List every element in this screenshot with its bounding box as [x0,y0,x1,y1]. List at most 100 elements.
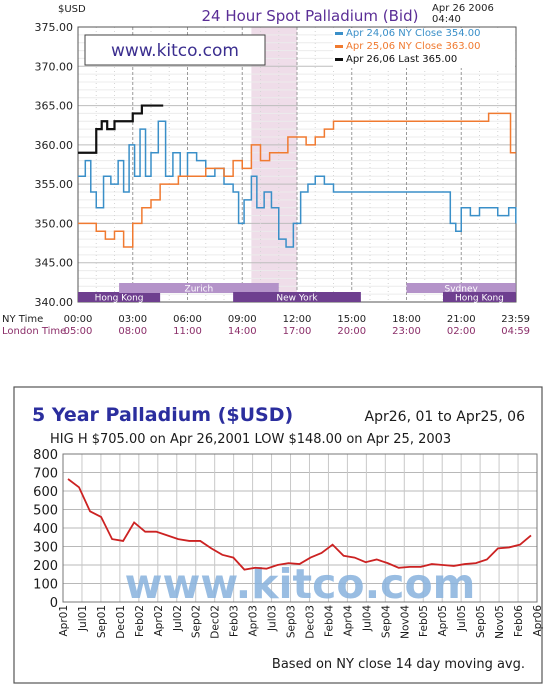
session-label: Hong Kong [455,294,504,304]
y-tick-label: 350.00 [35,217,74,230]
x-tick-label: Jul01 [77,605,89,632]
x-tick-label: Nov05 [494,605,506,639]
x-tick-london: 05:00 [64,326,93,337]
x-tick-label: Apr03 [248,605,260,637]
spot-palladium-24h-chart: 375.00 370.00 365.00 360.00 355.00 350.00 345.… [2,3,530,337]
plot-frame [62,453,538,603]
palladium-5-year-chart: 5 Year Palladium ($USD) Apr26, 01 to Apr2… [13,386,543,684]
legend-swatch [335,32,343,35]
legend-swatch [335,58,343,61]
x-tick-london: 14:00 [228,326,257,337]
x-tick-label: Jul02 [172,605,184,632]
x-tick-label: Apr05 [437,605,449,637]
x-tick-ny: 06:00 [173,314,202,325]
session-label: Sydney [444,285,478,295]
x-tick-label: Feb04 [323,605,335,637]
x-tick-label: Dec01 [115,605,127,639]
y-tick-label: 500 [33,504,58,519]
x-tick-label: Sep01 [96,605,108,638]
x-tick-ny: 15:00 [337,314,366,325]
y-unit-label: $USD [58,4,86,15]
y-tick-label: 200 [33,559,58,574]
x-tick-label: Feb06 [513,605,525,637]
x-tick-label: Apr04 [342,605,354,637]
session-highlight-band [251,27,297,302]
session-bar [443,292,516,302]
series-line-2 [78,112,516,248]
watermark-box [84,34,266,66]
x-tick-label: Sep05 [475,605,487,638]
x-tick-ny: 12:00 [283,314,312,325]
legend: Apr 24,06 NY Close 354.00 Apr 25,06 NY Cl… [333,28,515,68]
y-tick-label: 360.00 [35,139,74,152]
chart-frame [13,386,543,684]
x-tick-label: Jul04 [361,605,373,632]
legend-background [333,28,515,68]
x-tick-label: Jul03 [267,605,279,632]
x-tick-label: Jul05 [456,605,468,632]
chart-time: 04:40 [432,14,461,25]
x-tick-label: Feb03 [229,605,241,637]
legend-entry: Apr 26,06 Last 365.00 [346,54,457,65]
x-tick-london: 11:00 [173,326,202,337]
legend-entry: Apr 24,06 NY Close 354.00 [346,28,480,39]
x-tick-label: Dec02 [210,605,222,639]
x-tick-ny: 09:00 [228,314,257,325]
session-bar [406,283,516,293]
legend-swatch [335,45,343,48]
x-tick-label: Feb02 [134,605,146,637]
x-tick-ny: 23:59 [501,314,530,325]
x-tick-label: Sep02 [191,605,203,638]
london-time-label: London Time [2,326,66,337]
watermark-text: www.kitco.com [111,41,239,61]
session-label: New York [276,294,318,304]
x-tick-label: Feb05 [418,605,430,637]
x-tick-london: 23:00 [392,326,421,337]
y-tick-label: 0 [50,596,58,611]
x-tick-ny: 18:00 [392,314,421,325]
y-tick-label: 355.00 [35,178,74,191]
chart-high-low: HIG H $705.00 on Apr 26,2001 LOW $148.00… [50,432,451,447]
x-tick-label: Apr06 [532,605,543,637]
x-tick-london: 02:00 [447,326,476,337]
y-tick-label: 700 [33,467,58,482]
legend-entry: Apr 25,06 NY Close 363.00 [346,41,480,52]
x-tick-london: 04:59 [501,326,530,337]
ny-time-label: NY Time [2,314,43,325]
session-label: Hong Kong [95,294,144,304]
x-tick-label: Sep03 [286,605,298,638]
grid [62,453,538,603]
chart-footnote: Based on NY close 14 day moving avg. [272,657,525,672]
x-tick-ny: 00:00 [64,314,93,325]
x-tick-london: 17:00 [283,326,312,337]
chart-title: 5 Year Palladium ($USD) [32,404,293,426]
y-tick-label: 600 [33,485,58,500]
x-tick-label: Apr02 [153,605,165,637]
session-bar [119,283,279,293]
y-tick-label: 100 [33,578,58,593]
x-tick-ny: 21:00 [447,314,476,325]
series-line-1 [78,120,517,248]
chart-date: Apr 26 2006 [432,3,494,14]
price-line [67,478,532,571]
y-tick-label: 375.00 [35,21,74,34]
x-tick-label: Apr01 [58,605,70,637]
y-tick-label: 370.00 [35,60,74,73]
watermark-text: www.kitco.com [125,560,476,608]
session-label: Zurich [185,285,214,295]
series-line-3 [78,104,164,154]
session-bar [78,292,161,302]
x-tick-london: 20:00 [337,326,366,337]
y-tick-label: 400 [33,522,58,537]
y-tick-label: 300 [33,541,58,556]
x-tick-label: Dec03 [304,605,316,639]
y-tick-label: 365.00 [35,100,74,113]
y-tick-label: 800 [33,448,58,463]
x-tick-label: Nov04 [399,605,411,639]
x-tick-ny: 03:00 [118,314,147,325]
x-tick-label: Sep04 [380,605,392,638]
y-tick-label: 345.00 [35,257,74,270]
session-bar [233,292,361,302]
y-tick-label: 340.00 [35,296,74,309]
chart-date-range: Apr26, 01 to Apr25, 06 [365,409,526,425]
